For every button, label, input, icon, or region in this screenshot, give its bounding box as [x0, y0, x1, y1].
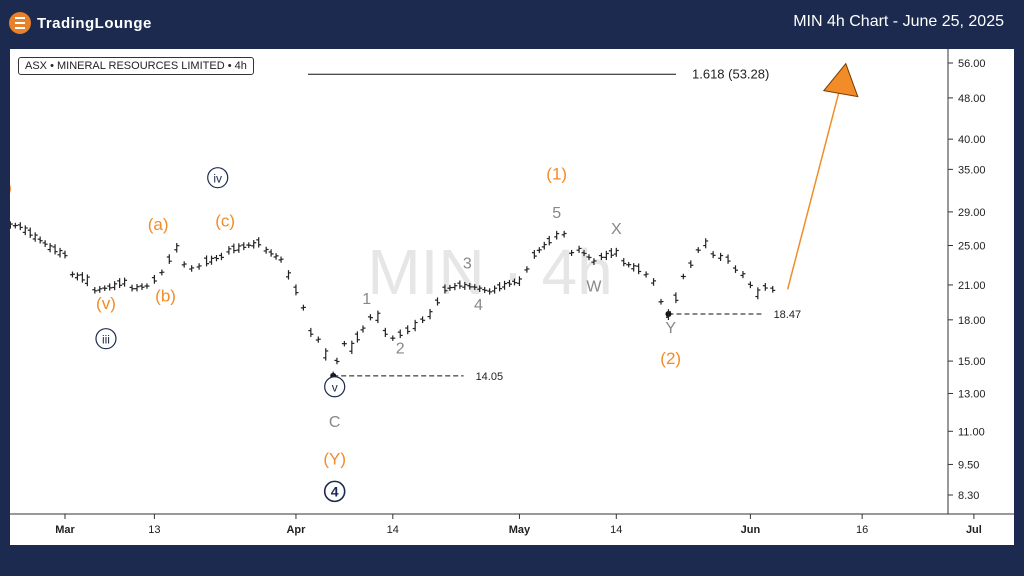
- wave-label: iv: [213, 172, 222, 186]
- wave-label: 4: [474, 297, 483, 314]
- projection-arrowhead: [822, 62, 859, 98]
- y-tick-label: 35.00: [958, 164, 986, 176]
- watermark: MIN · 4h: [367, 236, 612, 308]
- x-tick-label: 14: [610, 524, 622, 536]
- wave-label: 4: [331, 483, 339, 499]
- wave-label: Y: [665, 320, 676, 337]
- x-tick-label: Mar: [55, 524, 75, 536]
- x-tick-label: 16: [856, 524, 868, 536]
- support-label: 18.47: [774, 309, 802, 321]
- wave-label: (Y): [323, 449, 346, 468]
- header-bar: TradingLounge MIN 4h Chart - June 25, 20…: [0, 0, 1024, 46]
- y-tick-label: 56.00: [958, 58, 986, 70]
- wave-label: (1): [546, 164, 567, 183]
- wave-label: (a): [148, 215, 169, 234]
- support-label: 14.05: [476, 371, 504, 383]
- y-tick-label: 18.00: [958, 315, 986, 327]
- y-tick-label: 48.00: [958, 93, 986, 105]
- y-tick-label: 21.00: [958, 280, 986, 292]
- y-tick-label: 9.50: [958, 459, 979, 471]
- x-tick-label: Jul: [966, 524, 982, 536]
- wave-label: v: [332, 381, 338, 395]
- wave-circle: [95, 328, 117, 350]
- wave-label: 1: [362, 291, 371, 308]
- brand-logo-icon: [9, 12, 31, 34]
- brand-logo[interactable]: TradingLounge: [9, 10, 152, 36]
- x-tick-label: Apr: [286, 524, 306, 536]
- wave-label: ): [10, 178, 12, 197]
- x-tick-label: 14: [387, 524, 399, 536]
- fib-target-label: 1.618 (53.28): [692, 66, 769, 81]
- x-tick-label: 13: [148, 524, 160, 536]
- wave-label: (2): [660, 349, 681, 368]
- wave-label: C: [329, 414, 341, 431]
- x-tick-label: Jun: [741, 524, 761, 536]
- wave-label: 2: [396, 341, 405, 358]
- wave-label: W: [586, 279, 602, 296]
- y-tick-label: 8.30: [958, 490, 979, 502]
- wave-label: (c): [215, 211, 235, 230]
- wave-label: (b): [155, 287, 176, 306]
- wave-label: (v): [96, 294, 116, 313]
- x-tick-label: May: [509, 524, 531, 536]
- wave-circle: [207, 167, 229, 189]
- chart-panel[interactable]: MIN · 4h 8.30 9.50 11.00 13.00 15.00 18.00 21.0…: [10, 49, 1014, 545]
- y-tick-label: 29.00: [958, 207, 986, 219]
- wave-label: X: [611, 221, 622, 238]
- projection-line: [786, 88, 841, 290]
- y-tick-label: 25.00: [958, 240, 986, 252]
- wave-label: 3: [463, 255, 472, 272]
- y-tick-label: 13.00: [958, 388, 986, 400]
- chart-title: MIN 4h Chart - June 25, 2025: [793, 13, 1004, 30]
- price-chart[interactable]: MIN · 4h 8.30 9.50 11.00 13.00 15.00 18.00 21.0…: [10, 49, 1014, 545]
- symbol-legend[interactable]: ASX • MINERAL RESOURCES LIMITED • 4h: [18, 57, 254, 75]
- y-tick-label: 11.00: [958, 426, 985, 438]
- wave-label: iii: [102, 333, 110, 347]
- y-tick-label: 15.00: [958, 356, 986, 368]
- wave-circle: [324, 376, 346, 398]
- brand-name: TradingLounge: [37, 14, 152, 32]
- wave-circle: [323, 480, 346, 503]
- wave-label: 5: [552, 205, 561, 222]
- y-tick-label: 40.00: [958, 134, 986, 146]
